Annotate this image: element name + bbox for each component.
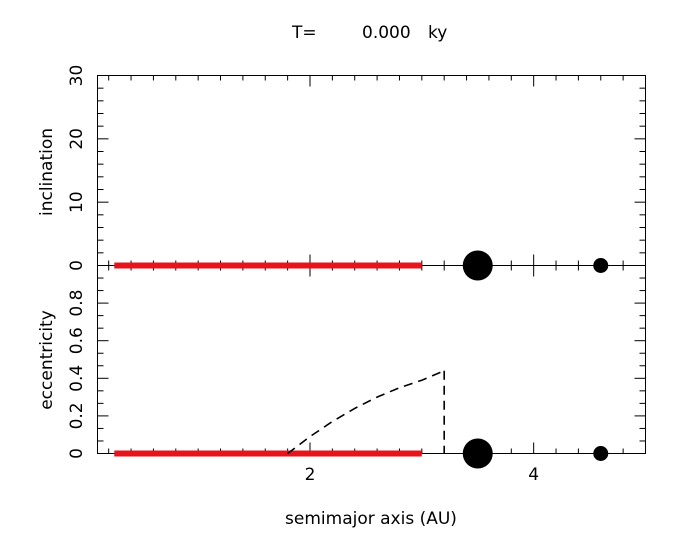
stability-boundary-curve	[287, 370, 445, 455]
time-value: 0.000	[362, 23, 411, 43]
inclination-axis-label: inclination	[37, 128, 57, 216]
eccentricity-axis-label: eccentricity	[37, 310, 57, 410]
eccentricity-panel-frame	[97, 265, 646, 454]
y-tick-label: 0	[67, 260, 87, 271]
y-tick-label: 30	[67, 65, 87, 87]
y-tick-label: 0.2	[67, 402, 87, 429]
planet-saturn	[593, 258, 609, 273]
inclination-panel-frame	[97, 75, 646, 266]
planet-jupiter	[462, 438, 493, 469]
time-unit: ky	[428, 23, 447, 43]
x-tick-label: 2	[305, 465, 316, 485]
y-tick-label: 0.6	[67, 327, 87, 354]
y-tick-label: 0	[67, 448, 87, 459]
y-tick-label: 10	[67, 191, 87, 213]
time-label: T=	[291, 23, 317, 43]
planet-jupiter	[462, 250, 493, 281]
y-tick-label: 0.4	[67, 365, 87, 392]
semimajor-axis-label: semimajor axis (AU)	[285, 509, 457, 529]
planet-saturn	[593, 446, 609, 461]
y-tick-label: 20	[67, 128, 87, 150]
x-tick-label: 4	[528, 465, 539, 485]
y-tick-label: 0.8	[67, 290, 87, 317]
